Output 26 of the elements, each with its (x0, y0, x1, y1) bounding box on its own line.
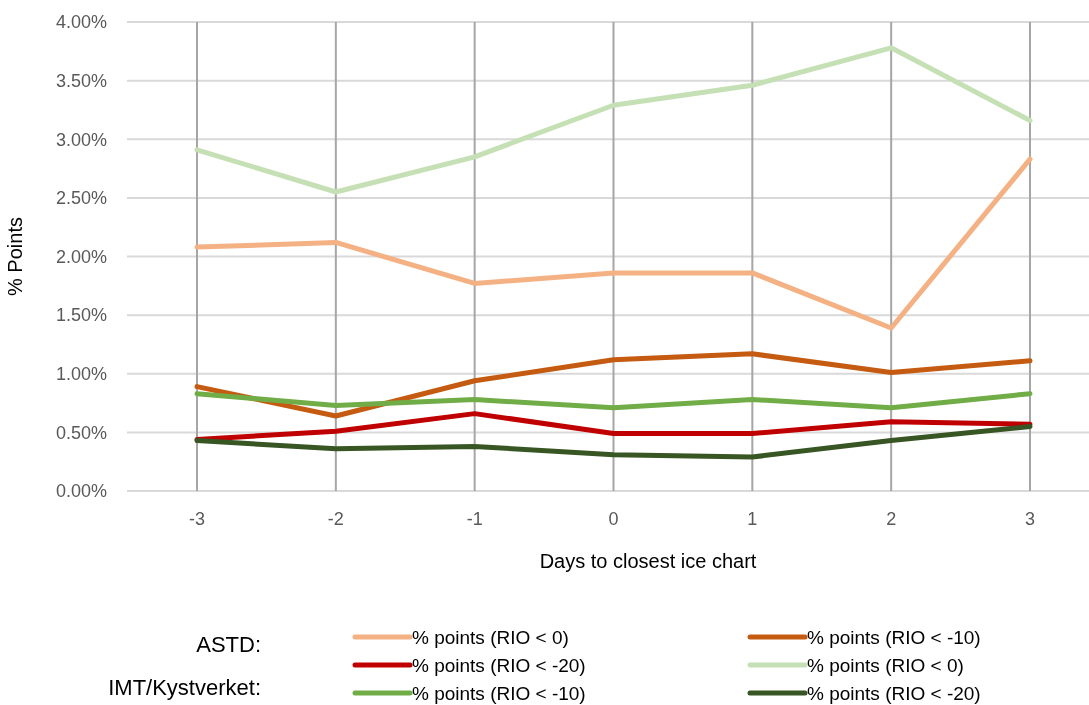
text: ASTD: (196, 632, 261, 657)
y-tick-label: 2.50% (55, 188, 107, 209)
legend-label: % points (RIO < -10) (807, 626, 981, 648)
x-tick-label: -3 (188, 509, 206, 529)
y-tick-label: 0.00% (55, 481, 107, 502)
text: IMT/Kystverket: (108, 675, 261, 700)
legend-label: % points (RIO < -20) (807, 682, 981, 704)
x-tick-label: 3 (1024, 509, 1036, 529)
y-tick-label: 1.00% (55, 364, 107, 385)
y-tick-label: 3.50% (55, 70, 107, 91)
y-tick-label: 2.00% (55, 246, 107, 267)
x-tick-label: 1 (747, 509, 758, 529)
x-tick-label: 2 (886, 509, 897, 529)
x-tick-label: 0 (608, 509, 619, 529)
y-tick-label: 0.50% (55, 422, 107, 443)
y-tick-label: 1.50% (55, 305, 107, 326)
legend-label: % points (RIO < -20) (412, 654, 586, 676)
legend-label: % points (RIO < 0) (807, 654, 964, 676)
legend-label: % points (RIO < 0) (412, 626, 569, 648)
legend-label: % points (RIO < -10) (412, 682, 586, 704)
y-axis-title: % Points (4, 217, 26, 296)
x-axis-title: Days to closest ice chart (539, 550, 757, 572)
x-tick-label: -2 (327, 509, 344, 529)
x-tick-label: -1 (466, 509, 483, 529)
y-tick-label: 3.00% (55, 129, 107, 150)
y-tick-label: 4.00% (55, 12, 107, 33)
